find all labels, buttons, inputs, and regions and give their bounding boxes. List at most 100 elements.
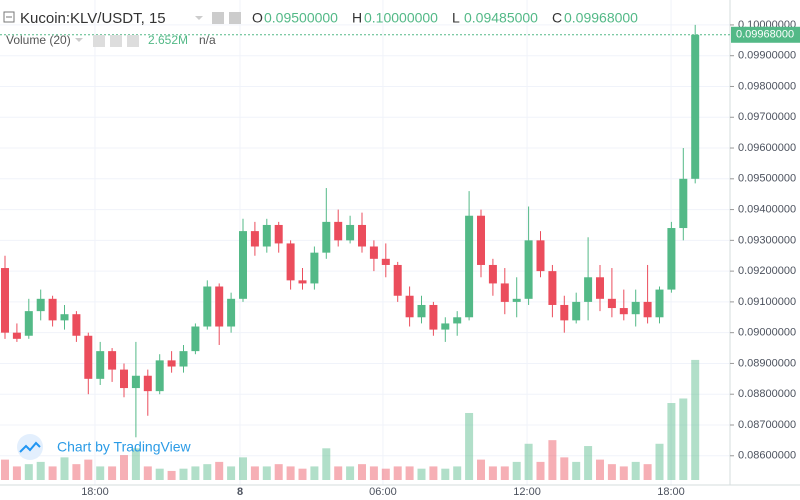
volume-bar	[655, 443, 664, 480]
settings-icon[interactable]	[229, 12, 241, 24]
volume-bar	[84, 459, 93, 480]
candle-body	[691, 34, 700, 179]
candle-body	[584, 277, 593, 302]
volume-bar	[322, 448, 331, 480]
y-tick-label: 0.08700000	[738, 419, 796, 431]
candle-body	[286, 243, 295, 281]
volume-bar	[191, 466, 200, 480]
candle-body	[500, 283, 509, 302]
candle-body	[108, 351, 117, 370]
ohlc-key: C	[552, 10, 562, 26]
settings-icon[interactable]	[110, 35, 122, 47]
candle-body	[12, 332, 21, 339]
candle-body	[84, 335, 93, 379]
candle-body	[536, 240, 545, 272]
y-tick-label: 0.08900000	[738, 357, 796, 369]
volume-bar	[120, 455, 128, 480]
volume-bar	[453, 466, 462, 480]
volume-title: Volume (20)	[6, 33, 71, 47]
candle-body	[48, 298, 57, 321]
volume-bar	[643, 464, 652, 480]
volume-value: 2.652M	[148, 33, 188, 47]
volume-bar	[227, 466, 236, 480]
candle-body	[393, 264, 402, 296]
candle-body	[441, 323, 450, 330]
candle-body	[191, 326, 200, 352]
candle-body	[453, 317, 462, 324]
candle-body	[143, 375, 152, 392]
volume-bar	[143, 466, 152, 480]
volume-bar	[584, 446, 593, 480]
volume-bar	[441, 468, 450, 480]
candle-body	[36, 298, 45, 312]
eye-icon[interactable]	[93, 35, 105, 47]
candle-body	[679, 178, 688, 229]
volume-bar	[108, 466, 117, 480]
ohlc-value: 0.10000000	[364, 10, 438, 26]
ohlc-value: 0.09485000	[464, 10, 538, 26]
watermark[interactable]: Chart by TradingView	[17, 434, 191, 460]
y-tick-label: 0.08600000	[738, 450, 796, 462]
volume-bar	[524, 443, 533, 480]
candle-body	[96, 351, 105, 379]
candle-body	[655, 289, 664, 318]
y-tick-label: 0.09700000	[738, 111, 796, 123]
volume-bar	[667, 403, 676, 480]
volume-bar	[24, 464, 33, 480]
price-pane	[1, 24, 700, 438]
candle-body	[298, 280, 307, 284]
volume-bar	[691, 359, 700, 480]
volume-bar	[607, 464, 616, 480]
volume-bar	[72, 464, 81, 480]
volume-bar	[512, 461, 521, 480]
candle-body	[179, 351, 188, 367]
collapse-icon[interactable]	[3, 11, 15, 23]
dropdown-icon[interactable]	[75, 38, 83, 42]
x-tick-label: 8	[237, 486, 243, 498]
candle-body	[203, 286, 212, 327]
volume-bar	[358, 464, 366, 480]
ohlc-key: L	[452, 10, 460, 26]
y-tick-label: 0.09200000	[738, 265, 796, 277]
volume-bar	[298, 468, 307, 480]
volume-bar	[167, 470, 176, 480]
ohlc-key: O	[252, 10, 263, 26]
volume-bar	[417, 468, 426, 480]
volume-bar	[60, 457, 69, 480]
volume-bar	[250, 466, 259, 480]
candle-body	[155, 360, 164, 392]
candle-body	[358, 224, 366, 247]
candle-body	[596, 277, 604, 299]
volume-bar	[131, 448, 140, 480]
ohlc-value: 0.09968000	[564, 10, 638, 26]
axes: 0.08600000 0.08700000 0.08800000 0.08900000…	[0, 19, 800, 498]
candle-body	[131, 375, 140, 389]
x-tick-label: 18:00	[81, 486, 109, 498]
volume-bar	[239, 457, 247, 480]
candle-body	[631, 301, 640, 315]
last-price-label: 0.09968000	[736, 29, 794, 41]
candle-body	[429, 304, 438, 330]
eye-icon[interactable]	[212, 12, 224, 24]
volume-bar	[619, 466, 628, 480]
volume-bar	[36, 461, 45, 480]
volume-bar	[560, 457, 569, 480]
symbol-title: Kucoin:KLV/USDT, 15	[20, 10, 166, 27]
candle-body	[167, 360, 176, 367]
y-tick-label: 0.08800000	[738, 388, 796, 400]
candle-body	[488, 264, 497, 284]
ohlc-key: H	[352, 10, 362, 26]
candle-body	[250, 231, 259, 247]
volume-bar	[203, 464, 212, 480]
candle-body	[322, 221, 331, 253]
candle-body	[1, 268, 9, 333]
candle-body	[560, 304, 569, 321]
candle-body	[512, 298, 521, 302]
volume-bar	[381, 468, 390, 480]
candle-body	[120, 369, 128, 389]
close-icon[interactable]	[127, 35, 139, 47]
dropdown-icon[interactable]	[195, 16, 203, 20]
volume-bar	[500, 466, 509, 480]
volume-bar	[679, 398, 688, 480]
